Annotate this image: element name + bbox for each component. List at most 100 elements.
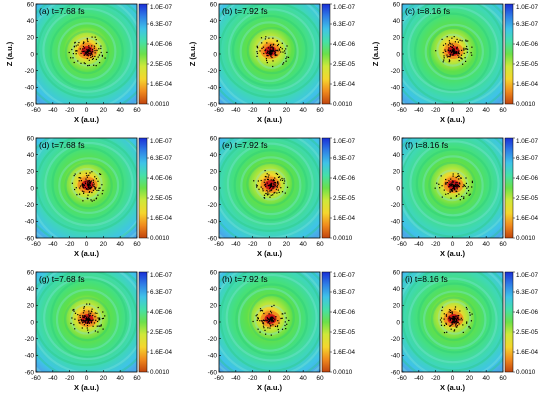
marker: [83, 310, 85, 312]
y-tick-label: 60: [210, 1, 218, 8]
y-tick-label: -60: [208, 369, 218, 376]
marker: [92, 314, 94, 317]
marker: [81, 322, 84, 324]
x-tick-label: -60: [31, 241, 41, 248]
x-tick-label: -60: [397, 107, 407, 114]
x-tick-label: 60: [133, 375, 141, 382]
marker: [84, 320, 86, 322]
colorbar: [504, 271, 514, 373]
marker: [81, 184, 83, 186]
marker: [88, 180, 90, 182]
marker: [449, 183, 451, 186]
x-tick-label: -40: [48, 241, 58, 248]
marker: [452, 318, 454, 321]
marker: [85, 178, 87, 180]
marker: [278, 176, 281, 178]
marker: [83, 47, 86, 49]
panel-label: (c) t=8.16 fs: [405, 6, 450, 16]
y-tick-label: 40: [393, 152, 401, 159]
y-tick-label: 40: [210, 18, 218, 25]
colorbar-tick-label: 0.0010: [150, 101, 170, 108]
marker: [271, 318, 273, 320]
marker: [90, 312, 92, 314]
marker: [262, 188, 264, 190]
marker: [266, 42, 268, 44]
y-tick-label: 20: [210, 35, 218, 42]
marker: [456, 326, 458, 328]
marker: [453, 316, 456, 318]
marker: [256, 55, 258, 57]
marker: [269, 184, 271, 186]
marker: [73, 308, 75, 311]
marker: [450, 53, 452, 55]
marker: [450, 183, 452, 185]
marker: [100, 45, 102, 47]
marker: [457, 54, 459, 56]
colorbar: [321, 137, 331, 239]
marker: [280, 46, 282, 48]
marker: [98, 325, 100, 327]
colorbar-tick-label: 1.0E-07: [516, 272, 539, 279]
marker: [271, 51, 274, 53]
marker: [106, 51, 108, 53]
marker: [264, 175, 266, 178]
marker: [270, 179, 272, 181]
marker: [94, 176, 96, 178]
x-tick-label: 0: [268, 375, 272, 382]
y-tick-label: -60: [25, 235, 35, 242]
marker: [276, 186, 278, 188]
marker: [455, 315, 457, 317]
x-axis-label: X (a.u.): [74, 383, 100, 392]
marker: [272, 316, 274, 318]
marker: [96, 325, 98, 327]
marker: [455, 320, 458, 322]
x-tick-label: -40: [48, 107, 58, 114]
marker: [261, 310, 264, 312]
marker: [87, 189, 89, 191]
marker: [463, 52, 465, 54]
marker: [263, 52, 265, 55]
y-tick-label: 20: [210, 303, 218, 310]
marker: [88, 314, 90, 316]
marker: [270, 50, 272, 53]
marker: [447, 44, 450, 46]
marker: [78, 180, 80, 182]
marker: [85, 317, 88, 319]
y-tick-label: -20: [391, 202, 401, 209]
marker: [263, 312, 265, 315]
marker: [458, 193, 460, 195]
marker: [447, 193, 449, 195]
x-tick-label: -20: [248, 375, 258, 382]
marker: [74, 328, 76, 330]
panel-f: (f) t=8.16 fs -60 -40 -20 0 20 40 60 -60 -40 -20 0 2…: [391, 135, 539, 258]
colorbar-tick-label: 1.0E-07: [150, 4, 173, 11]
marker: [281, 191, 284, 193]
marker: [457, 41, 459, 43]
y-tick-label: -40: [25, 85, 35, 92]
x-tick-label: -60: [397, 375, 407, 382]
marker: [274, 53, 276, 55]
marker: [270, 319, 272, 321]
marker: [81, 183, 83, 185]
marker: [265, 319, 267, 321]
marker: [450, 311, 452, 313]
colorbar-tick-label: 2.5E-05: [333, 195, 356, 202]
marker: [81, 315, 84, 317]
marker: [273, 304, 275, 306]
marker: [449, 191, 451, 193]
marker: [470, 320, 472, 322]
marker: [460, 54, 463, 56]
marker: [272, 179, 274, 181]
marker: [456, 318, 458, 320]
marker: [452, 181, 455, 183]
marker: [456, 48, 458, 50]
colorbar-tick-label: 1.6E-04: [150, 81, 173, 88]
colorbar-tick-label: 2.5E-05: [516, 195, 539, 202]
marker: [92, 57, 94, 60]
marker: [453, 185, 455, 187]
x-tick-label: -40: [414, 107, 424, 114]
marker: [83, 41, 85, 44]
marker: [265, 333, 267, 335]
marker: [273, 50, 275, 53]
marker: [79, 172, 81, 174]
